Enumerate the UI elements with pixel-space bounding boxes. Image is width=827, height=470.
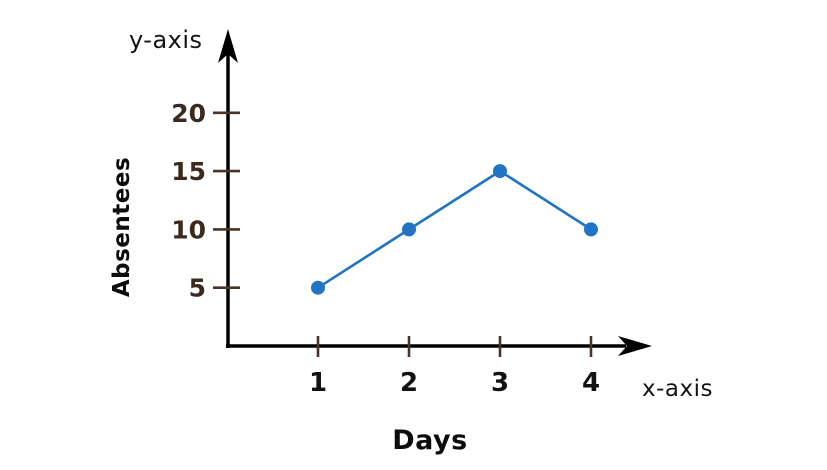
y-tick-label: 20 bbox=[171, 99, 206, 128]
data-point bbox=[311, 280, 325, 295]
data-point bbox=[402, 222, 416, 237]
x-tick-label: 3 bbox=[491, 368, 509, 398]
y-tick-label: 10 bbox=[171, 215, 206, 244]
x-tick-label: 2 bbox=[400, 368, 418, 398]
data-line bbox=[317, 169, 592, 289]
y-axis-title: y-axis bbox=[129, 26, 203, 54]
y-tick-label: 5 bbox=[189, 274, 206, 303]
data-point bbox=[584, 222, 598, 237]
x-axis-arrow-icon bbox=[618, 336, 652, 356]
x-axis-title: x-axis bbox=[642, 376, 713, 402]
data-point bbox=[493, 164, 507, 179]
x-tick-label: 1 bbox=[309, 368, 327, 398]
y-axis-arrow-icon bbox=[218, 29, 238, 63]
x-tick-label: 4 bbox=[582, 368, 600, 398]
x-axis-label: Days bbox=[392, 425, 468, 456]
y-tick-label: 15 bbox=[171, 157, 206, 186]
